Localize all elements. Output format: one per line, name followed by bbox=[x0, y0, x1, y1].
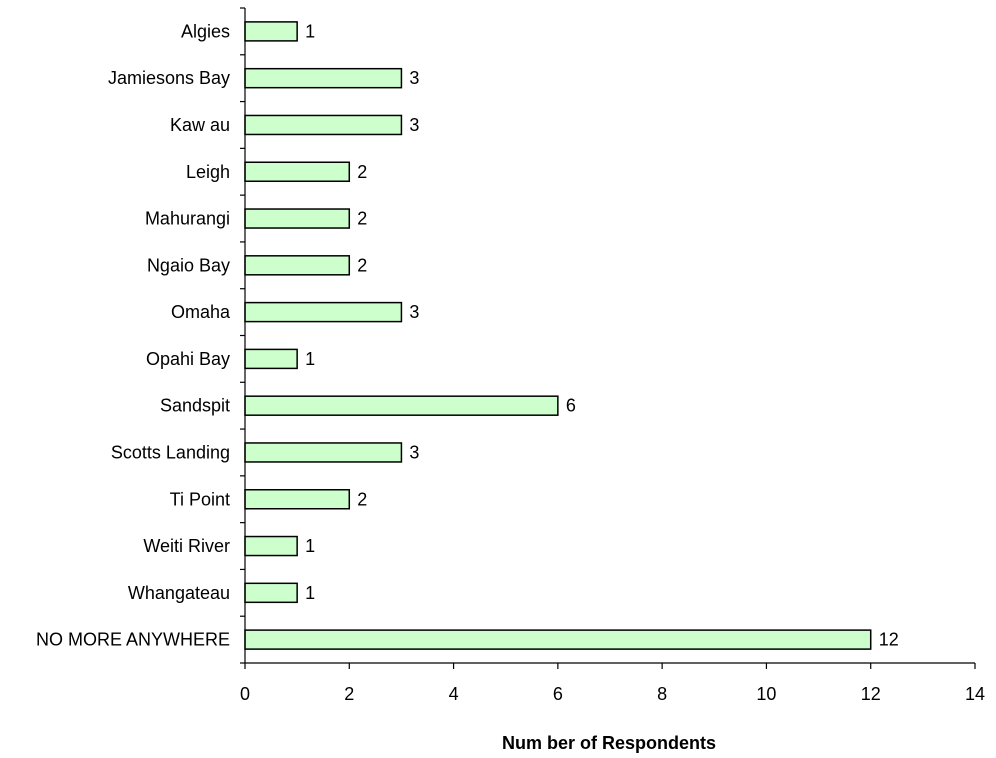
bar-7 bbox=[244, 301, 403, 323]
category-label-11: Ti Point bbox=[170, 489, 230, 509]
category-label-14: NO MORE ANYWHERE bbox=[36, 630, 230, 650]
bar-5 bbox=[244, 208, 351, 229]
category-label-7: Omaha bbox=[171, 302, 231, 322]
x-tick-label-0: 0 bbox=[240, 684, 250, 704]
x-tick-label-14: 14 bbox=[965, 684, 985, 704]
category-label-1: Algies bbox=[181, 21, 230, 41]
bar-2 bbox=[244, 67, 403, 89]
x-tick-label-8: 8 bbox=[657, 684, 667, 704]
data-label-13: 1 bbox=[305, 583, 315, 603]
data-label-12: 1 bbox=[305, 536, 315, 556]
category-label-9: Sandspit bbox=[160, 396, 230, 416]
category-label-8: Opahi Bay bbox=[146, 349, 230, 369]
bar-13 bbox=[244, 582, 298, 604]
bars-layer bbox=[244, 21, 872, 650]
data-label-5: 2 bbox=[357, 209, 367, 229]
data-label-14: 12 bbox=[879, 630, 899, 650]
category-label-2: Jamiesons Bay bbox=[108, 68, 230, 88]
bar-4 bbox=[244, 161, 351, 182]
bar-1 bbox=[244, 21, 298, 42]
x-tick-label-10: 10 bbox=[756, 684, 776, 704]
data-label-4: 2 bbox=[357, 162, 367, 182]
data-label-10: 3 bbox=[409, 442, 419, 462]
data-label-1: 1 bbox=[305, 21, 315, 41]
category-label-13: Whangateau bbox=[128, 583, 230, 603]
axes-layer bbox=[240, 7, 976, 669]
bar-14 bbox=[244, 629, 872, 650]
data-label-11: 2 bbox=[357, 489, 367, 509]
x-axis-title: Num ber of Respondents bbox=[502, 733, 716, 753]
bar-11 bbox=[244, 489, 351, 510]
data-label-6: 2 bbox=[357, 255, 367, 275]
data-label-2: 3 bbox=[409, 68, 419, 88]
category-label-10: Scotts Landing bbox=[111, 442, 230, 462]
data-label-3: 3 bbox=[409, 115, 419, 135]
category-label-12: Weiti River bbox=[143, 536, 230, 556]
labels-layer: Algies 1 Jamiesons Bay 3 Kaw au 3 Leigh 2 Mahura… bbox=[36, 21, 985, 704]
data-label-8: 1 bbox=[305, 349, 315, 369]
bar-10 bbox=[244, 442, 403, 463]
category-label-5: Mahurangi bbox=[145, 209, 230, 229]
bar-6 bbox=[244, 255, 351, 276]
x-tick-label-2: 2 bbox=[344, 684, 354, 704]
data-label-9: 6 bbox=[566, 396, 576, 416]
x-tick-label-6: 6 bbox=[553, 684, 563, 704]
bar-8 bbox=[244, 348, 298, 370]
data-label-7: 3 bbox=[409, 302, 419, 322]
bar-3 bbox=[244, 114, 403, 136]
x-tick-label-4: 4 bbox=[449, 684, 459, 704]
category-label-6: Ngaio Bay bbox=[147, 255, 230, 275]
x-tick-label-12: 12 bbox=[861, 684, 881, 704]
bar-9 bbox=[244, 395, 559, 416]
category-label-3: Kaw au bbox=[170, 115, 230, 135]
category-label-4: Leigh bbox=[186, 162, 230, 182]
bar-12 bbox=[244, 535, 298, 557]
